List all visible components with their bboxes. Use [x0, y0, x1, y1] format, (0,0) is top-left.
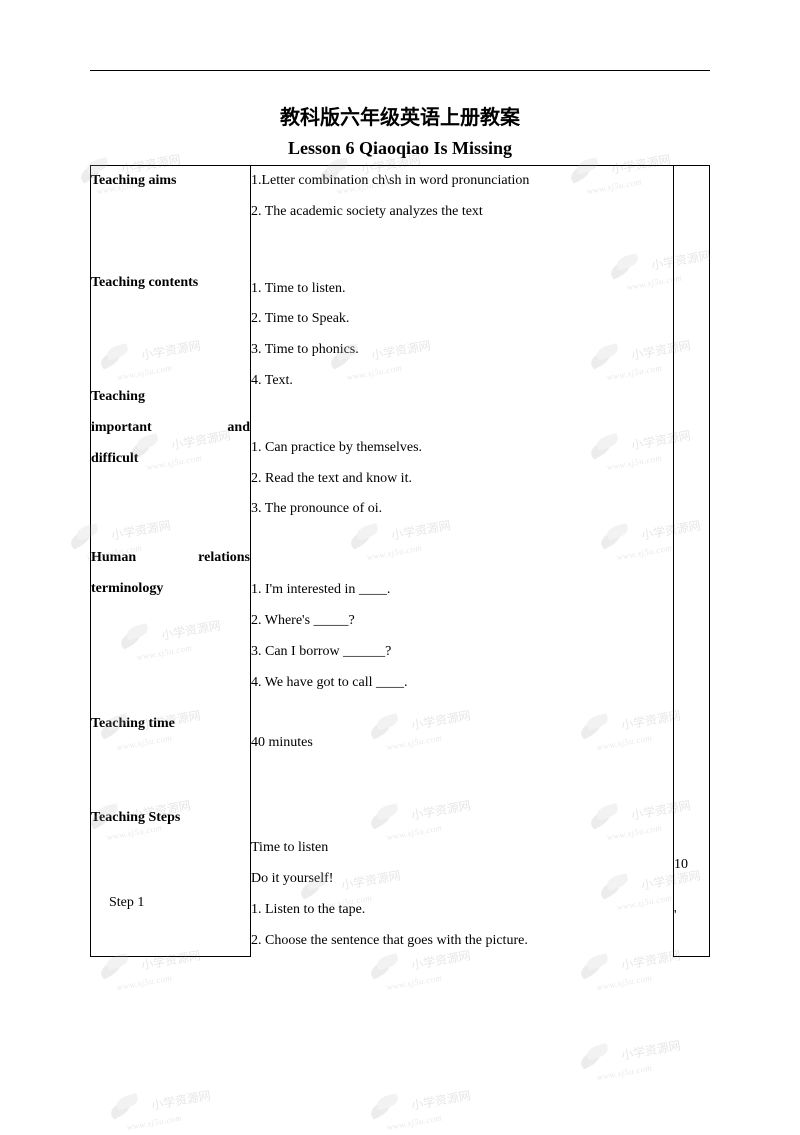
aims-item: 2. The academic society analyzes the tex… [251, 197, 673, 228]
terminology-item: 4. We have got to call ____. [251, 668, 673, 699]
row-label-steps: Teaching Steps [91, 767, 251, 850]
terminology-item: 1. I'm interested in ____. [251, 575, 673, 606]
row-label-terminology: Human relations terminology [91, 511, 251, 627]
label-line: and [227, 413, 250, 444]
contents-item: 2. Time to Speak. [251, 304, 673, 335]
label-text: Teaching Steps [91, 803, 250, 834]
watermark: 小学资源网www.xj5u.com [368, 1081, 475, 1134]
watermark: 小学资源网www.xj5u.com [108, 1081, 215, 1134]
contents-item: 3. Time to phonics. [251, 335, 673, 366]
table-row: Teaching aims 1.Letter combination ch\sh… [91, 166, 710, 205]
title-chinese: 教科版六年级英语上册教案 [90, 101, 710, 130]
aims-item: 1.Letter combination ch\sh in word pronu… [251, 166, 673, 197]
steps-item: 1. Listen to the tape. [251, 895, 673, 926]
row-label-contents: Teaching contents [91, 204, 251, 322]
steps-item: Time to listen [251, 833, 673, 864]
contents-item: 4. Text. [251, 366, 673, 397]
title-block: 教科版六年级英语上册教案 Lesson 6 Qiaoqiao Is Missin… [90, 101, 710, 159]
terminology-item: 2. Where's _____? [251, 606, 673, 637]
content-cell: 1.Letter combination ch\sh in word pronu… [251, 166, 674, 957]
row-label-aims: Teaching aims [91, 166, 251, 205]
label-line: important [91, 413, 152, 444]
steps-item: 2. Choose the sentence that goes with th… [251, 926, 673, 957]
right-val: ' [674, 901, 709, 932]
important-item: 1. Can practice by themselves. [251, 433, 673, 464]
row-label-important: Teaching important and difficult [91, 322, 251, 511]
title-english: Lesson 6 Qiaoqiao Is Missing [90, 138, 710, 159]
label-line: Human [91, 543, 136, 574]
label-line: Teaching [91, 382, 250, 413]
label-line: relations [198, 543, 250, 574]
row-label-time: Teaching time [91, 627, 251, 767]
terminology-item: 3. Can I borrow ______? [251, 637, 673, 668]
row-label-step1: Step 1 [91, 850, 251, 956]
right-val: 10 [674, 850, 709, 881]
important-item: 2. Read the text and know it. [251, 464, 673, 495]
watermark: 小学资源网www.xj5u.com [578, 1031, 685, 1084]
time-value: 40 minutes [251, 728, 673, 759]
label-line: difficult [91, 444, 250, 475]
label-text: Teaching time [91, 716, 175, 731]
step-label: Step 1 [109, 895, 144, 910]
label-line: terminology [91, 574, 250, 605]
steps-item: Do it yourself! [251, 864, 673, 895]
label-text: Teaching aims [91, 173, 176, 188]
right-spacer [674, 166, 710, 851]
label-text: Teaching contents [91, 275, 198, 290]
header-rule [90, 70, 710, 71]
important-item: 3. The pronounce of oi. [251, 494, 673, 525]
lesson-plan-table: Teaching aims 1.Letter combination ch\sh… [90, 165, 710, 957]
contents-item: 1. Time to listen. [251, 274, 673, 305]
right-time-cell: 10 ' [674, 850, 710, 956]
